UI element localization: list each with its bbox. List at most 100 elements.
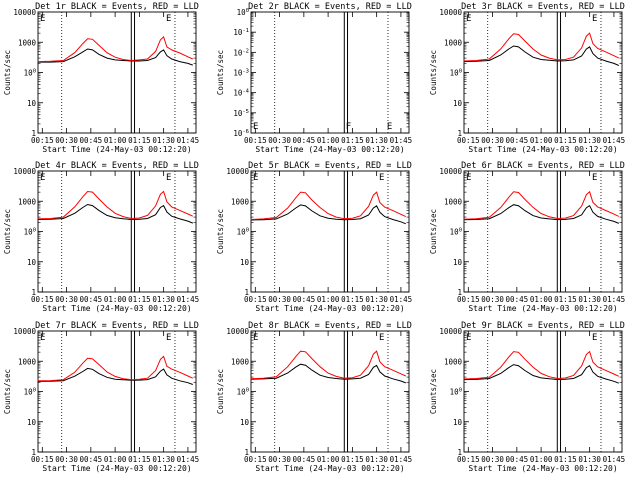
x-tick-label: 01:30 [365,295,388,304]
x-tick-label: 00:30 [481,455,504,464]
panel-8r: Det 8r BLACK = Events, RED = LLD 1 10 100 10… [216,321,412,473]
corner-marker: E [387,122,392,132]
y-tick-label: 1 [31,129,36,138]
x-axis-label: Start Time (24-May-03 00:12:20) [255,464,404,473]
y-tick-label: 10 [453,99,463,108]
panel-title: Det 8r BLACK = Events, RED = LLD [248,321,412,331]
x-tick-label: 00:45 [293,455,316,464]
panel-title: Det 4r BLACK = Events, RED = LLD [35,161,199,171]
y-tick-label: 1000 [444,197,463,206]
x-tick-label: 01:00 [104,455,127,464]
y-tick-label: 10000 [13,167,36,176]
y-tick-exponent: -6 [242,129,249,135]
corner-marker: E [40,173,45,183]
x-tick-label: 00:30 [55,136,78,145]
y-tick-label: 10 [27,418,37,427]
corner-marker: E [592,173,597,183]
panel-title: Det 2r BLACK = Events, RED = LLD [248,2,412,12]
y-tick-label: 10000 [13,327,36,336]
y-tick-exponent: 0 [33,228,36,234]
x-tick-label: 01:45 [603,455,626,464]
y-tick-label: 10-5 [233,109,249,118]
x-axis-label: Start Time (24-May-03 00:12:20) [255,304,404,313]
y-tick-exponent: 0 [459,388,462,394]
series-line-events [250,204,406,225]
x-tick-label: 00:45 [506,295,529,304]
y-tick-label: 10000 [226,167,249,176]
y-tick-exponent: 0 [246,8,249,14]
x-tick-label: 01:00 [530,136,553,145]
y-tick-label: 1 [457,288,462,297]
x-tick-label: 01:00 [317,136,340,145]
corner-marker: E [166,333,171,343]
x-tick-label: 01:15 [341,455,364,464]
y-tick-exponent: 0 [459,228,462,234]
y-axis-label: Counts/sec [3,50,12,95]
y-tick-label: 10000 [13,8,36,17]
y-tick-label: 1 [31,288,36,297]
panel-4r: Det 4r BLACK = Events, RED = LLD 1 10 100 10… [3,161,199,313]
x-tick-label: 00:30 [268,295,291,304]
x-axis-label: Start Time (24-May-03 00:12:20) [255,145,404,154]
x-tick-label: 01:15 [128,136,151,145]
x-tick-label: 00:15 [244,295,267,304]
y-tick-exponent: -3 [242,69,249,75]
x-tick-label: 01:15 [554,295,577,304]
y-axis-label: Counts/sec [216,209,225,254]
x-tick-label: 01:30 [578,295,601,304]
x-tick-label: 00:30 [268,136,291,145]
panel-1r: Det 1r BLACK = Events, RED = LLD 1 10 100 10… [3,2,199,154]
x-axis-label: Start Time (24-May-03 00:12:20) [42,464,191,473]
x-tick-label: 00:45 [80,295,103,304]
panel-3r: Det 3r BLACK = Events, RED = LLD 1 10 100 10… [429,2,625,154]
y-tick-label: 1000 [18,197,37,206]
x-tick-label: 01:45 [177,295,200,304]
x-tick-label: 00:30 [268,455,291,464]
y-tick-label: 1 [244,288,249,297]
y-tick-label: 10-4 [233,89,249,98]
corner-marker: E [253,173,258,183]
x-tick-label: 00:45 [506,455,529,464]
y-tick-label: 10 [27,99,37,108]
y-tick-label: 10000 [439,167,462,176]
x-tick-label: 01:45 [390,455,413,464]
x-tick-label: 01:45 [177,136,200,145]
corner-marker: E [379,173,384,183]
corner-marker: E [466,333,471,343]
x-tick-label: 00:45 [80,136,103,145]
x-tick-label: 00:30 [55,455,78,464]
x-tick-label: 01:45 [390,295,413,304]
y-tick-exponent: 0 [459,69,462,75]
x-axis-label: Start Time (24-May-03 00:12:20) [42,145,191,154]
x-tick-label: 00:30 [55,295,78,304]
y-tick-label: 100 [237,388,249,397]
y-tick-label: 10 [453,418,463,427]
panel-title: Det 5r BLACK = Events, RED = LLD [248,161,412,171]
y-tick-exponent: -2 [242,48,249,54]
x-tick-label: 01:00 [530,455,553,464]
series-line-lld [463,190,620,220]
y-axis-label: Counts/sec [3,369,12,414]
y-tick-label: 10 [27,258,37,267]
x-tick-label: 01:30 [365,455,388,464]
x-tick-label: 01:45 [603,295,626,304]
x-tick-label: 00:15 [457,136,480,145]
x-tick-label: 01:30 [152,136,175,145]
corner-marker: E [166,173,171,183]
x-tick-label: 00:30 [481,295,504,304]
panel-title: Det 6r BLACK = Events, RED = LLD [461,161,625,171]
y-tick-label: 10000 [439,8,462,17]
x-tick-label: 00:15 [31,295,54,304]
corner-marker: E [592,333,597,343]
corner-marker: E [40,333,45,343]
panel-title: Det 7r BLACK = Events, RED = LLD [35,321,199,331]
x-tick-label: 01:00 [104,136,127,145]
x-tick-label: 00:15 [244,455,267,464]
y-tick-label: 1000 [18,38,37,47]
series-line-lld [37,190,194,220]
panel-6r: Det 6r BLACK = Events, RED = LLD 1 10 100 10… [429,161,625,313]
x-axis-label: Start Time (24-May-03 00:12:20) [468,304,617,313]
x-tick-label: 00:45 [506,136,529,145]
x-tick-label: 00:15 [31,455,54,464]
series-line-events [37,203,193,224]
